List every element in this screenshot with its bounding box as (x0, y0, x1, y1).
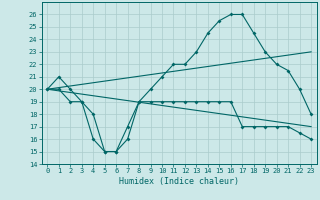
X-axis label: Humidex (Indice chaleur): Humidex (Indice chaleur) (119, 177, 239, 186)
